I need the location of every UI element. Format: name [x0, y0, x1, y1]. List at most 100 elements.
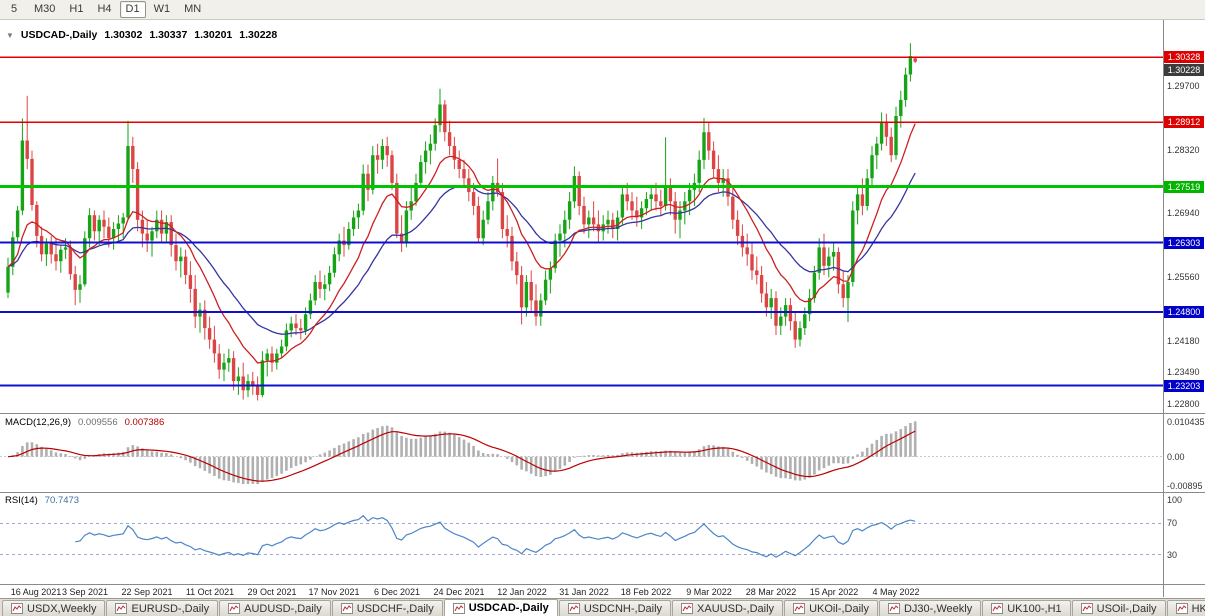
candle — [663, 137, 668, 211]
macd-axis-label: 0.010435 — [1167, 417, 1205, 427]
candle — [851, 201, 855, 287]
candle — [438, 88, 442, 133]
chart-tab-USOil[interactable]: USOil-,Daily — [1071, 600, 1166, 616]
candle — [510, 226, 514, 271]
candle — [817, 238, 821, 280]
candle — [884, 113, 889, 146]
candle — [212, 325, 217, 363]
candle — [203, 300, 207, 340]
price-axis-label: 1.25560 — [1167, 272, 1200, 282]
candle — [649, 187, 653, 211]
candle — [92, 210, 97, 241]
candle — [855, 185, 860, 225]
date-axis-label: 6 Dec 2021 — [373, 587, 421, 597]
chart-tab-icon — [340, 603, 353, 614]
chart-tab-UK100[interactable]: UK100-,H1 — [982, 600, 1071, 616]
chart-tab-icon — [115, 603, 128, 614]
candle — [30, 150, 34, 211]
timeframe-button-H1[interactable]: H1 — [69, 3, 84, 15]
candle — [131, 136, 135, 183]
macd-indicator-label: MACD(12,26,9) 0.009556 0.007386 — [5, 417, 164, 428]
timeframe-button-5[interactable]: 5 — [10, 3, 18, 15]
candle — [793, 312, 797, 348]
candle — [846, 275, 850, 323]
candle — [519, 265, 524, 325]
candle — [798, 321, 802, 347]
candle — [366, 164, 370, 202]
candle — [591, 201, 596, 232]
timeframe-button-H4[interactable]: H4 — [97, 3, 112, 15]
price-axis-label: 1.28320 — [1167, 145, 1200, 155]
candle — [611, 212, 615, 239]
candle — [275, 348, 279, 370]
macd-axis-label: 0.00 — [1167, 452, 1185, 462]
candle — [375, 143, 380, 174]
tab-label: AUDUSD-,Daily — [244, 602, 322, 615]
date-axis-label: 11 Oct 2021 — [185, 587, 235, 597]
candle — [587, 210, 591, 239]
candle — [577, 171, 581, 216]
candle — [620, 187, 625, 225]
chart-tab-UKOil[interactable]: UKOil-,Daily — [784, 600, 878, 616]
candle — [807, 288, 812, 322]
chart-tab-bar: USDX,Weekly EURUSD-,Daily AUDUSD-,Daily USD… — [0, 598, 1205, 616]
timeframe-button-M30[interactable]: M30 — [34, 3, 56, 15]
chart-tab-icon — [991, 603, 1004, 614]
chart-tab-XAUUSD[interactable]: XAUUSD-,Daily — [672, 600, 784, 616]
collapse-chevron-icon[interactable]: ▼ — [6, 30, 14, 40]
timeframe-button-W1[interactable]: W1 — [153, 3, 171, 15]
chart-tab-HK50[interactable]: HK50-,Daily — [1166, 600, 1205, 616]
candle — [97, 215, 101, 246]
candle — [735, 210, 740, 246]
candle — [265, 348, 269, 377]
chart-tab-EURUSD[interactable]: EURUSD-,Daily — [106, 600, 219, 616]
rsi-name: RSI(14) — [5, 495, 38, 506]
tab-label: DJ30-,Weekly — [903, 602, 973, 615]
candle — [78, 275, 82, 303]
candle — [102, 210, 106, 239]
candle — [702, 117, 706, 170]
tab-label: USDCNH-,Daily — [583, 602, 663, 615]
candle — [294, 314, 298, 335]
chart-tab-USDCAD[interactable]: USDCAD-,Daily — [443, 599, 558, 616]
chart-tab-DJ30[interactable]: DJ30-,Weekly — [878, 600, 982, 616]
chart-tab-USDCHF[interactable]: USDCHF-,Daily — [331, 600, 443, 616]
chart-tab-USDX[interactable]: USDX,Weekly — [2, 600, 106, 616]
chart-tab-USDCNH[interactable]: USDCNH-,Daily — [558, 600, 672, 616]
timeframe-button-D1[interactable]: D1 — [119, 1, 146, 18]
chart-title: ▼ USDCAD-,Daily 1.30302 1.30337 1.30201 … — [6, 29, 277, 41]
timeframe-button-MN[interactable]: MN — [184, 3, 202, 15]
candle — [395, 173, 399, 239]
date-axis-label: 15 Apr 2022 — [809, 587, 859, 597]
chart-tab-icon — [681, 603, 694, 614]
tab-label: UKOil-,Daily — [809, 602, 869, 615]
macd-value-main: 0.009556 — [78, 417, 118, 428]
chart-tab-icon — [228, 603, 241, 614]
chart-tab-icon — [793, 603, 806, 614]
chart-tab-icon — [567, 603, 580, 614]
candle — [899, 90, 903, 128]
candle — [515, 252, 519, 285]
chart-tab-AUDUSD[interactable]: AUDUSD-,Daily — [219, 600, 331, 616]
candle — [428, 134, 433, 165]
chart-tab-icon — [1175, 603, 1188, 614]
candle — [299, 318, 303, 340]
candle — [188, 261, 193, 303]
tab-label: XAUUSD-,Daily — [697, 602, 775, 615]
candle — [711, 141, 716, 179]
candle — [15, 205, 20, 243]
tab-label: EURUSD-,Daily — [131, 602, 210, 615]
candle — [59, 245, 63, 273]
candle — [361, 164, 365, 216]
candle — [39, 226, 44, 262]
chart-tab-icon — [1080, 603, 1093, 614]
candle — [126, 120, 130, 220]
date-axis-label: 17 Nov 2021 — [308, 587, 360, 597]
candle — [390, 150, 394, 190]
candle — [241, 362, 245, 400]
date-axis-label: 28 Mar 2022 — [745, 587, 797, 597]
date-axis-label: 22 Sep 2021 — [121, 587, 173, 597]
candle — [327, 265, 332, 292]
candle — [231, 351, 236, 391]
